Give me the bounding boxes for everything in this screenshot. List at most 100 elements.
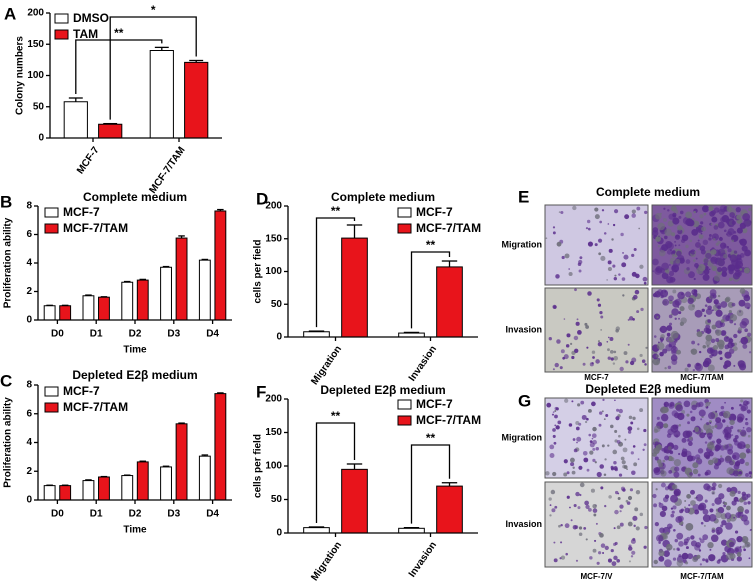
cell [552, 368, 555, 371]
cell [699, 432, 706, 439]
cell [561, 255, 565, 260]
cell [622, 252, 624, 254]
cell [668, 264, 671, 266]
cell [709, 548, 712, 551]
cell [596, 561, 600, 565]
cell [708, 237, 712, 241]
cell [715, 338, 720, 342]
cell [643, 443, 647, 447]
cell [616, 525, 621, 530]
cell [671, 410, 678, 417]
chart-title: Complete medium [331, 190, 435, 204]
cell [585, 325, 590, 329]
cell [736, 442, 743, 449]
cell [602, 552, 605, 554]
cell [644, 210, 648, 215]
cell [704, 499, 708, 503]
y-tick-label: 100 [265, 266, 282, 277]
y-tick-label: 2 [26, 466, 32, 477]
cell [623, 254, 629, 260]
cell [614, 509, 619, 515]
cell [737, 327, 743, 332]
cell [551, 413, 555, 416]
cell [553, 441, 557, 445]
cell [689, 410, 693, 414]
cell [613, 527, 616, 530]
cell [726, 336, 729, 339]
cell [559, 557, 562, 560]
cell [659, 268, 665, 274]
cell [658, 341, 660, 344]
row-label: Migration [502, 239, 543, 249]
cell [718, 493, 725, 500]
cell [594, 214, 600, 220]
cell [683, 541, 688, 546]
panel-title: Complete medium [596, 185, 700, 199]
cell [697, 448, 704, 454]
cell [587, 227, 591, 231]
error-bar [201, 258, 209, 261]
legend-label: MCF-7 [63, 205, 100, 219]
cell [566, 471, 570, 475]
cell [701, 308, 705, 312]
cell [745, 461, 750, 466]
cell [693, 416, 696, 419]
micrograph [651, 397, 753, 479]
bar [43, 305, 56, 321]
cell [627, 318, 630, 321]
cell [603, 418, 606, 420]
cell [661, 272, 669, 280]
cell [701, 226, 707, 232]
cell [720, 524, 724, 528]
cell [678, 452, 681, 456]
cell [587, 241, 594, 247]
cell [667, 446, 672, 451]
cell [579, 493, 582, 497]
cell [715, 309, 723, 317]
cell [621, 277, 626, 281]
cell [619, 504, 624, 509]
column-label: MCF-7 [584, 373, 609, 382]
cell [575, 559, 579, 562]
bar [82, 480, 95, 501]
cell [625, 360, 629, 364]
cell [721, 214, 730, 223]
y-axis-label: cells per field [253, 434, 264, 498]
cell [552, 434, 556, 438]
cell [643, 428, 647, 433]
cell [638, 227, 640, 230]
cell [627, 521, 633, 527]
significance-bracket [410, 251, 451, 329]
cell [739, 253, 745, 258]
cell [560, 555, 566, 560]
cell [689, 239, 693, 243]
cell [616, 408, 620, 412]
cell [624, 214, 630, 220]
cell [720, 330, 727, 337]
cell [570, 342, 573, 345]
cell [674, 538, 678, 543]
bar [303, 331, 330, 338]
cell [575, 420, 580, 425]
cell [599, 220, 603, 224]
cell [573, 335, 579, 341]
cell [667, 365, 672, 370]
cell [708, 554, 716, 562]
legend-label: TAM [73, 27, 98, 41]
cell [694, 544, 701, 551]
cell [628, 415, 633, 420]
cell [631, 470, 636, 476]
cell [733, 323, 737, 326]
cell [683, 400, 691, 408]
cell [666, 433, 672, 438]
cell [612, 449, 618, 455]
cell [576, 318, 579, 321]
cell [670, 513, 675, 518]
cell [614, 209, 619, 214]
cell [575, 491, 580, 497]
cell [577, 330, 582, 335]
cell [552, 428, 556, 432]
cell [546, 402, 552, 408]
x-tick-label: D0 [51, 329, 64, 340]
cell [642, 448, 645, 451]
